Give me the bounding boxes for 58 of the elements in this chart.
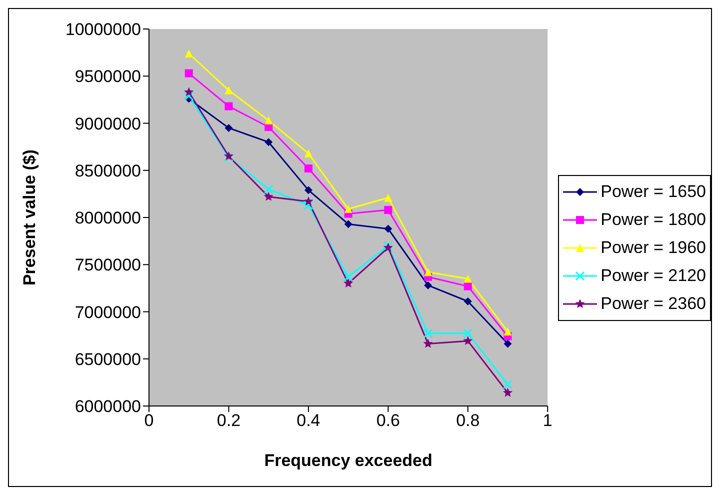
point — [423, 338, 433, 348]
point — [304, 200, 314, 210]
point — [344, 220, 352, 228]
legend-label: Power = 1650 — [600, 182, 706, 202]
point — [463, 328, 473, 338]
point — [504, 340, 512, 348]
x-tick-label: 0 — [144, 411, 154, 430]
point — [503, 380, 512, 390]
legend-label: Power = 2120 — [600, 266, 706, 286]
point — [184, 50, 193, 58]
point — [344, 205, 352, 214]
point — [304, 186, 312, 194]
point — [463, 336, 473, 346]
y-tick-label: 6500000 — [74, 350, 141, 369]
point — [424, 281, 432, 290]
x-tick-label: 0.6 — [376, 411, 400, 430]
point — [502, 388, 513, 397]
legend-label: Power = 2360 — [600, 294, 706, 314]
point — [264, 116, 273, 124]
point — [224, 86, 233, 94]
point — [464, 274, 472, 283]
point — [184, 69, 193, 78]
point — [304, 149, 312, 158]
point — [384, 206, 392, 214]
y-tick-label: 9500000 — [74, 67, 141, 86]
x-tick-label: 0.2 — [216, 411, 241, 430]
point — [423, 328, 433, 338]
y-tick-label: 8000000 — [74, 208, 141, 228]
point — [424, 268, 432, 276]
point — [304, 196, 314, 206]
legend-label: Power = 1800 — [600, 210, 706, 230]
point — [344, 272, 354, 282]
point — [504, 328, 512, 336]
point — [224, 124, 233, 132]
y-tick-label: 7000000 — [74, 302, 141, 322]
point — [264, 192, 274, 201]
point — [384, 224, 392, 233]
point — [224, 102, 233, 110]
y-tick-label: 9000000 — [74, 114, 141, 134]
point — [264, 138, 273, 146]
point — [384, 194, 392, 202]
x-tick-label: 0.4 — [296, 411, 320, 430]
y-tick-label: 7500000 — [74, 256, 141, 275]
y-tick-label: 8500000 — [74, 161, 141, 180]
point — [184, 87, 194, 96]
point — [304, 164, 312, 172]
point — [184, 91, 194, 101]
y-tick-label: 6000000 — [74, 397, 141, 416]
x-tick-label: 0.8 — [456, 411, 480, 430]
point — [464, 282, 472, 290]
point — [264, 184, 274, 194]
point — [464, 297, 472, 306]
point — [344, 278, 354, 288]
x-axis-title: Frequency exceeded — [264, 451, 432, 470]
legend-label: Power = 1960 — [600, 238, 706, 258]
y-tick-label: 10000000 — [65, 20, 141, 40]
x-tick-label: 1 — [542, 411, 552, 430]
y-axis-title: Present value ($) — [20, 149, 40, 286]
